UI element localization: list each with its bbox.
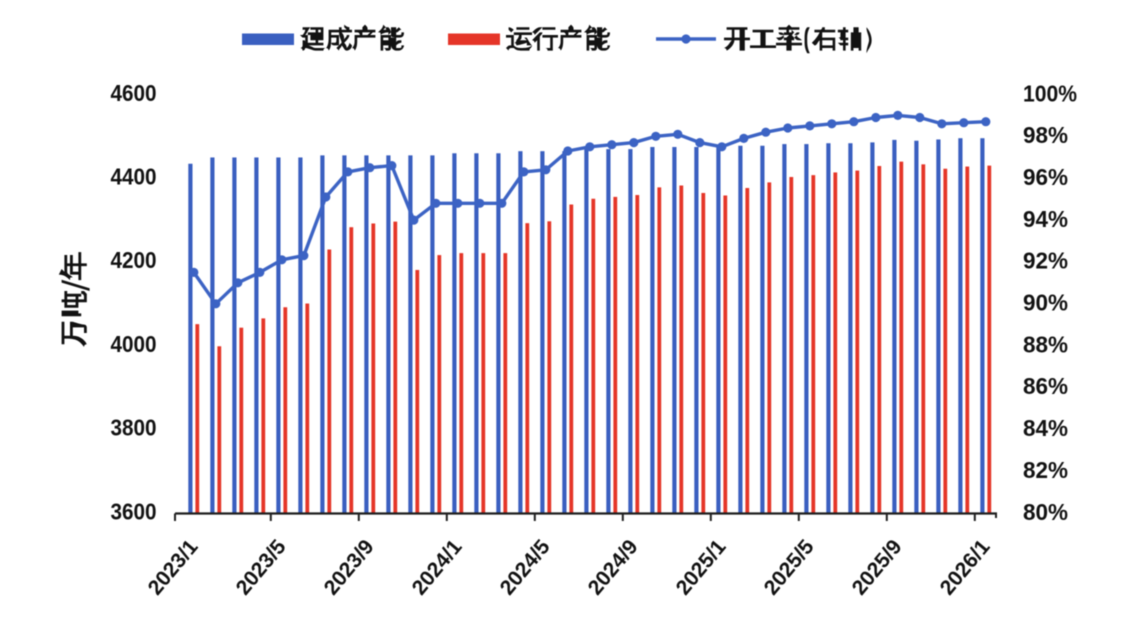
svg-text:86%: 86% [1023,373,1068,399]
svg-text:90%: 90% [1023,290,1068,316]
svg-text:84%: 84% [1023,415,1068,441]
svg-text:98%: 98% [1023,122,1068,148]
svg-text:92%: 92% [1023,248,1068,274]
svg-text:94%: 94% [1023,206,1068,232]
svg-text:4000: 4000 [111,331,157,357]
svg-text:82%: 82% [1023,457,1068,483]
svg-text:4400: 4400 [111,164,157,190]
svg-text:88%: 88% [1023,331,1068,357]
svg-text:80%: 80% [1023,499,1068,525]
svg-text:3800: 3800 [111,415,157,441]
svg-text:96%: 96% [1023,164,1068,190]
svg-text:4200: 4200 [111,247,157,273]
svg-text:3600: 3600 [111,498,157,524]
svg-text:4600: 4600 [111,80,157,106]
svg-text:100%: 100% [1023,80,1077,106]
